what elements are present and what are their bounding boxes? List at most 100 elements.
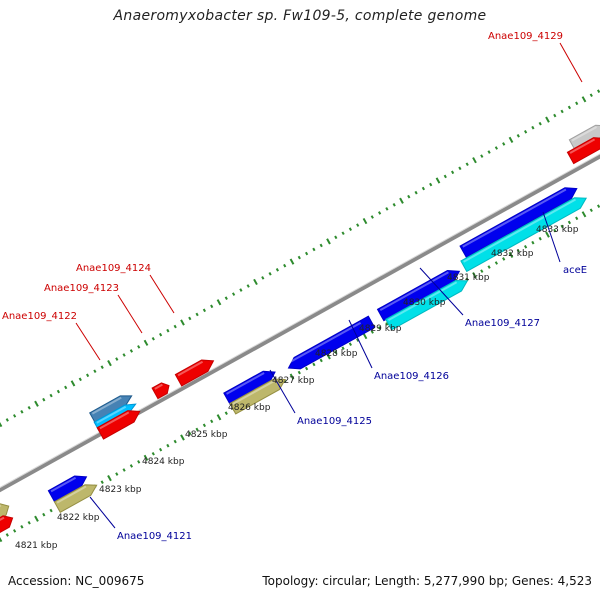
ring-dot — [20, 525, 24, 529]
ring-dot — [502, 257, 506, 261]
ring-dot — [516, 249, 520, 253]
ring-dot — [334, 350, 338, 355]
ring-dot — [283, 263, 287, 268]
ring-tick — [107, 360, 112, 367]
ring-dot — [231, 292, 236, 296]
ring-tick — [508, 251, 514, 258]
ring-dot — [166, 328, 170, 333]
ring-dot — [407, 194, 411, 199]
leader-line — [348, 319, 373, 369]
ring-tick — [253, 278, 258, 286]
ring-dot — [312, 362, 316, 367]
ring-tick — [326, 353, 331, 360]
ring-dot — [560, 224, 564, 229]
leader-line — [269, 369, 296, 414]
ring-dot — [567, 220, 572, 225]
ring-dot — [42, 512, 46, 517]
gene-red-top-arrow — [566, 137, 600, 165]
gene-label: Anae109_4124 — [76, 263, 151, 274]
ring-dot — [224, 411, 228, 415]
ring-dot — [100, 365, 104, 369]
ring-dot — [158, 332, 163, 337]
gene-cyan-4131-arrow — [385, 279, 469, 331]
accession-text: Accession: NC_009675 — [8, 574, 145, 588]
ring-dot — [377, 211, 382, 215]
ring-dot — [64, 385, 68, 390]
ring-dot — [429, 182, 433, 187]
label-leader-lines — [75, 42, 583, 529]
gene-blue-4123-shine — [50, 476, 77, 493]
dotted-rings — [0, 89, 600, 543]
gene-blue-4133-arrow — [459, 187, 578, 259]
backbone-highlight — [0, 153, 600, 489]
ring-tick — [362, 217, 368, 225]
leader-line — [117, 294, 143, 334]
kbp-label: 4822 kbp — [57, 513, 100, 523]
gene-steel-4122-shine — [91, 396, 122, 415]
ring-dot — [531, 240, 535, 245]
gene-cyan-4133-shine — [463, 198, 576, 263]
ring-dot — [341, 231, 345, 236]
ring-dot — [202, 423, 207, 428]
ring-dot — [5, 533, 9, 537]
ring-tick — [216, 414, 222, 421]
ring-dot — [27, 520, 31, 525]
ring-dot — [158, 447, 163, 452]
ring-dot — [42, 397, 46, 402]
gene-red-4123-shine — [154, 383, 163, 390]
gene-red-4122 — [96, 410, 141, 440]
kbp-label: 4831 kbp — [447, 273, 490, 283]
gene-cyan-4133-arrow — [460, 197, 588, 273]
gene-label: aceE — [563, 265, 587, 276]
ring-dot — [575, 101, 579, 106]
map-title: Anaeromyxobacter sp. Fw109-5, complete g… — [113, 8, 487, 24]
ring-dot — [261, 276, 265, 280]
kbp-label: 4826 kbp — [228, 403, 271, 413]
backbone-line — [0, 154, 600, 493]
kbp-label: 4827 kbp — [272, 376, 315, 386]
ring-dot — [385, 322, 389, 326]
ring-dot — [115, 472, 119, 476]
ring-dot — [348, 342, 353, 346]
ring-dot — [356, 338, 360, 342]
gene-blue-4127 — [223, 370, 276, 406]
ring-dot — [224, 296, 228, 300]
ring-dot — [356, 223, 360, 227]
ring-dot — [596, 204, 600, 208]
ring-tick — [508, 136, 514, 143]
gene-khaki-4123-arrow — [53, 484, 98, 513]
ring-dot — [487, 150, 491, 154]
ring-dot — [458, 166, 462, 171]
gene-label: Anae109_4123 — [44, 283, 119, 294]
gene-khaki-4127 — [229, 378, 287, 415]
ring-tick — [289, 373, 295, 380]
ring-tick — [143, 454, 149, 461]
ring-tick — [0, 421, 3, 428]
ring-dot — [129, 349, 134, 353]
ring-dot — [137, 345, 141, 349]
ring-dot — [334, 235, 338, 240]
ring-dot — [443, 174, 447, 179]
gene-khaki-4123-shine — [56, 485, 87, 504]
gene-blue-4133 — [459, 187, 578, 259]
ring-dot — [202, 308, 207, 313]
ring-dot — [239, 288, 243, 292]
gene-khaki-4127-shine — [232, 379, 276, 406]
ring-dot — [560, 109, 564, 114]
gene-blue-4131-arrow — [376, 269, 461, 322]
gene-red-4122-shine — [99, 411, 130, 430]
gene-label: Anae109_4121 — [117, 531, 192, 542]
ring-dot — [348, 227, 353, 231]
ring-dot — [538, 236, 542, 241]
gene-blue-4133-shine — [462, 188, 567, 248]
ring-dot — [385, 207, 389, 211]
leader-line — [89, 496, 116, 529]
gene-steel-4122-arrow — [88, 395, 133, 424]
ring-tick — [0, 536, 3, 543]
ring-tick — [472, 157, 477, 164]
ring-dot — [129, 464, 134, 468]
gene-red-top-shine — [569, 138, 596, 154]
ring-dot — [523, 129, 528, 134]
ring-dot — [173, 324, 177, 329]
gene-khaki-left — [0, 503, 10, 523]
